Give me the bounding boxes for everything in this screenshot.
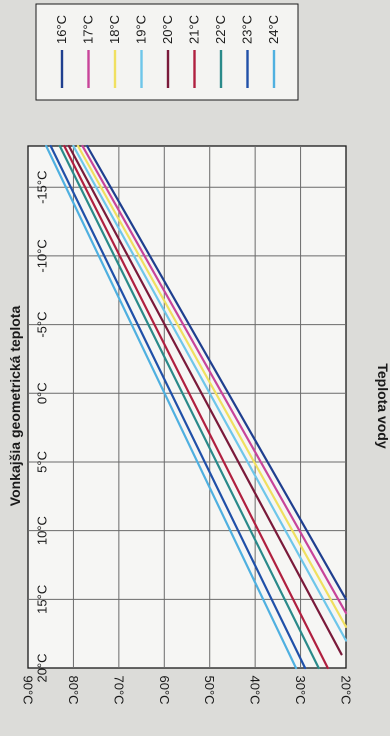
y-tick-labels: 20°C 30°C 40°C 50°C 60°C 70°C 80°C 90°C bbox=[21, 675, 354, 704]
series-line bbox=[72, 144, 348, 642]
y-tick-label: 70°C bbox=[111, 675, 126, 704]
series-line bbox=[67, 144, 343, 656]
y-tick-label: 30°C bbox=[293, 675, 308, 704]
y-tick-label: 60°C bbox=[157, 675, 172, 704]
x-tick-labels: 20°C 15°C 10°C 5°C 0°C -5°C -10°C -15°C bbox=[35, 171, 50, 683]
y-tick-label: 40°C bbox=[248, 675, 263, 704]
plot-area bbox=[27, 145, 347, 669]
x-tick-label: -15°C bbox=[35, 171, 50, 204]
series-line bbox=[63, 144, 329, 670]
y-tick-label: 80°C bbox=[66, 675, 81, 704]
x-tick-label: 20°C bbox=[35, 653, 50, 682]
legend-label: 19°C bbox=[134, 15, 149, 44]
series-line bbox=[49, 144, 307, 670]
y-tick-label: 90°C bbox=[21, 675, 36, 704]
series-line bbox=[81, 144, 348, 615]
legend-label: 22°C bbox=[213, 15, 228, 44]
y-axis-title: Teplota vody bbox=[375, 363, 390, 449]
x-tick-label: 0°C bbox=[35, 382, 50, 404]
legend-label: 23°C bbox=[240, 15, 255, 44]
series-line bbox=[85, 144, 348, 601]
series-lines bbox=[45, 144, 348, 670]
series-line bbox=[76, 144, 348, 628]
legend-label: 21°C bbox=[187, 15, 202, 44]
y-tick-label: 50°C bbox=[202, 675, 217, 704]
legend-label: 20°C bbox=[160, 15, 175, 44]
x-tick-label: 15°C bbox=[35, 585, 50, 614]
series-line bbox=[45, 144, 298, 670]
x-tick-label: -10°C bbox=[35, 239, 50, 272]
legend-label: 17°C bbox=[81, 15, 96, 44]
legend-label: 18°C bbox=[107, 15, 122, 44]
legend-label: 24°C bbox=[266, 15, 281, 44]
legend: 16°C 17°C 18°C 19°C 20°C 21°C 22°C 23°C 24°C bbox=[54, 15, 281, 88]
x-tick-label: 5°C bbox=[35, 451, 50, 473]
x-tick-label: -5°C bbox=[35, 312, 50, 338]
x-tick-label: 10°C bbox=[35, 516, 50, 545]
x-axis-title: Vonkajšia geometrická teplota bbox=[7, 306, 23, 507]
legend-label: 16°C bbox=[54, 15, 69, 44]
y-tick-label: 20°C bbox=[339, 675, 354, 704]
series-line bbox=[58, 144, 320, 670]
